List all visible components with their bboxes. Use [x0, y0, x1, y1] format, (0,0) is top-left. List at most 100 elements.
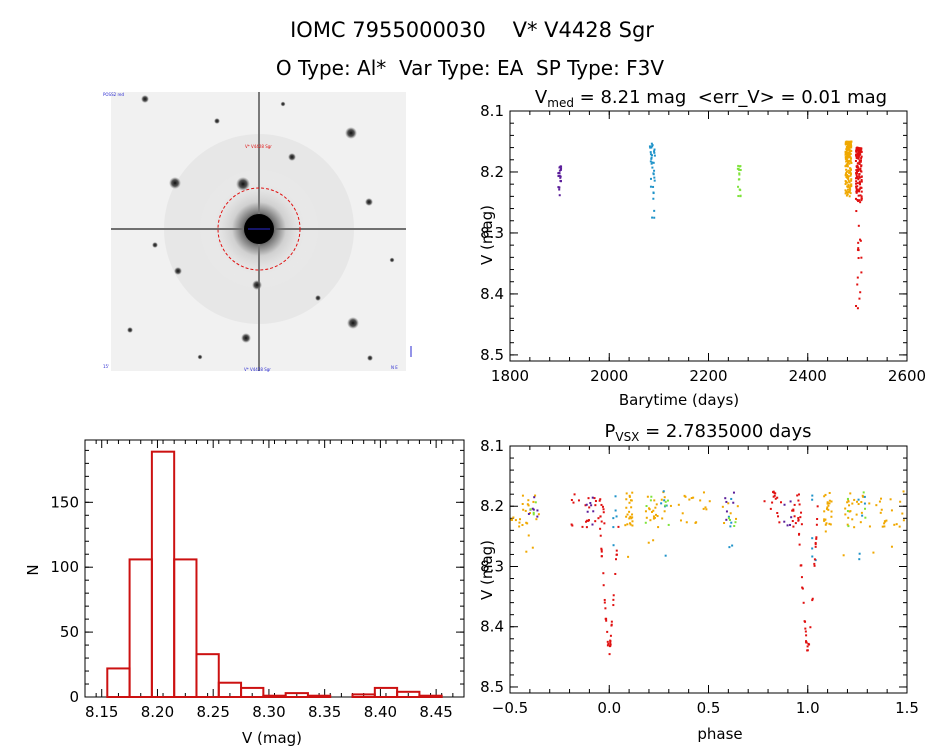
- lightcurve-point: [860, 199, 863, 202]
- lightcurve-point: [846, 175, 849, 178]
- lightcurve-point: [650, 142, 653, 145]
- phased-point: [816, 518, 819, 521]
- field-star: [347, 317, 359, 329]
- lightcurve-point: [649, 153, 652, 156]
- lightcurve-title: Vmed = 8.21 mag <err_V> = 0.01 mag: [535, 87, 887, 110]
- histogram-bar: [195, 653, 220, 699]
- phased-point: [811, 547, 814, 550]
- lightcurve-point: [854, 159, 857, 162]
- lightcurve-point: [855, 172, 858, 175]
- phased-point: [864, 507, 867, 510]
- phased-point: [584, 504, 587, 507]
- phased-point: [823, 510, 826, 513]
- lightcurve-point: [653, 151, 656, 154]
- phased-point: [847, 516, 850, 519]
- lightcurve-point: [857, 200, 860, 203]
- lightcurve-point: [558, 166, 561, 169]
- lightcurve-y-tick-label: 8.3: [480, 224, 504, 242]
- phased-point: [688, 498, 691, 501]
- lightcurve-point: [855, 175, 858, 178]
- lightcurve-point: [849, 185, 852, 188]
- lightcurve-point: [846, 181, 849, 184]
- phased-point: [730, 521, 733, 524]
- phased-point: [521, 524, 524, 527]
- phased-point: [721, 505, 724, 508]
- phased-point: [794, 522, 797, 525]
- phased-point: [883, 525, 886, 528]
- lightcurve-point: [844, 156, 847, 159]
- lightcurve-point: [846, 193, 849, 196]
- lightcurve-point: [859, 150, 862, 153]
- lightcurve-point: [850, 140, 853, 143]
- lightcurve-point: [859, 168, 862, 171]
- phased-point: [608, 653, 611, 656]
- phased-point: [630, 506, 633, 509]
- histogram-bar: [418, 694, 443, 699]
- phased-point: [690, 497, 693, 500]
- field-star: [241, 333, 251, 343]
- histogram-y-tick-label: 150: [50, 493, 79, 511]
- lightcurve-point: [558, 194, 561, 197]
- phased-point: [664, 554, 667, 557]
- phased-point: [522, 508, 525, 511]
- phased-point: [602, 572, 605, 575]
- lightcurve-x-tick-label: 2200: [689, 367, 727, 385]
- phased-point: [805, 634, 808, 637]
- lightcurve-point: [859, 238, 862, 241]
- phased-point: [828, 499, 831, 502]
- phased-point: [723, 522, 726, 525]
- lightcurve-x-tick-label: 2600: [888, 367, 926, 385]
- lightcurve-point: [845, 172, 848, 175]
- phased-point: [591, 523, 594, 526]
- phased-point: [612, 544, 615, 547]
- lightcurve-point: [857, 247, 860, 250]
- lightcurve-point: [848, 181, 851, 184]
- phased-point: [776, 496, 779, 499]
- phased-x-tick-label: 1.5: [895, 699, 919, 717]
- phased-point: [602, 511, 605, 514]
- lightcurve-point: [858, 147, 861, 150]
- lightcurve-point: [855, 169, 858, 172]
- phased-point: [890, 509, 893, 512]
- field-star: [389, 257, 395, 263]
- phased-point: [599, 534, 602, 537]
- phased-title-prefix: P: [605, 421, 616, 442]
- phased-point: [847, 500, 850, 503]
- phased-point: [599, 515, 602, 518]
- phased-plot-frame: [509, 445, 908, 694]
- phased-point: [828, 491, 831, 494]
- field-star: [367, 355, 373, 361]
- lightcurve-point: [847, 148, 850, 151]
- lightcurve-point: [857, 154, 860, 157]
- phased-point: [736, 505, 739, 508]
- lightcurve-point: [855, 182, 858, 185]
- lightcurve-point: [857, 178, 860, 181]
- lightcurve-point: [857, 156, 860, 159]
- lightcurve-point: [737, 195, 740, 198]
- lightcurve-point: [858, 163, 861, 166]
- lightcurve-point: [848, 191, 851, 194]
- phased-point: [864, 516, 867, 519]
- phased-point: [800, 523, 803, 526]
- lightcurve-point: [857, 169, 860, 172]
- lightcurve-point: [652, 185, 655, 188]
- phased-point: [679, 519, 682, 522]
- phased-point: [875, 504, 878, 507]
- lightcurve-point: [860, 147, 863, 150]
- phased-point: [791, 509, 794, 512]
- lightcurve-point: [858, 153, 861, 156]
- phased-point: [823, 495, 826, 498]
- phased-point: [644, 510, 647, 513]
- phased-point: [648, 507, 651, 510]
- lightcurve-point: [848, 170, 851, 173]
- lightcurve-point: [858, 175, 861, 178]
- histogram-y-tick-label: 0: [69, 688, 79, 706]
- field-star: [315, 295, 321, 301]
- phased-point: [809, 626, 812, 629]
- phased-point: [857, 503, 860, 506]
- phased-point: [654, 506, 657, 509]
- lightcurve-x-tick-label: 2000: [590, 367, 628, 385]
- lightcurve-y-tick-label: 8.5: [480, 346, 504, 364]
- lightcurve-point: [857, 150, 860, 153]
- lightcurve-point: [849, 168, 852, 171]
